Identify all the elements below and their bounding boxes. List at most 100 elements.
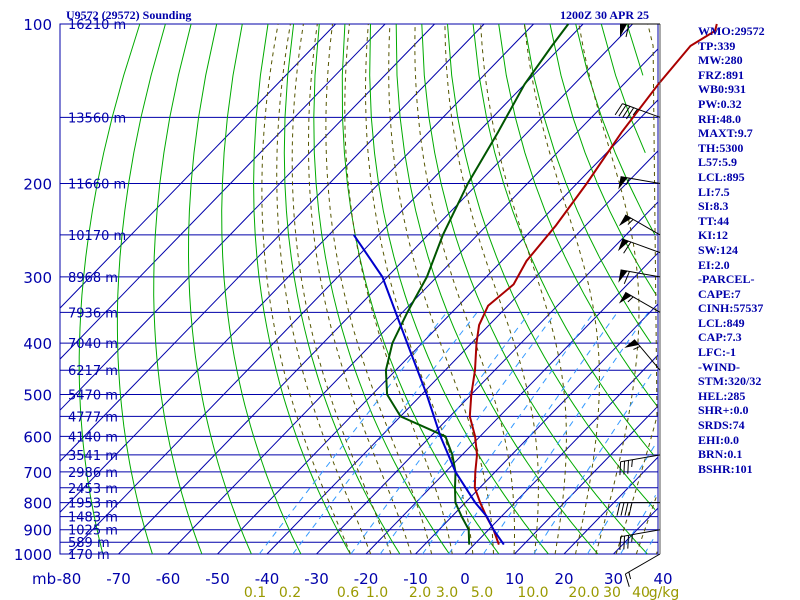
temperature-tick-label: -50 <box>205 570 230 588</box>
moist-adiabat <box>635 493 658 555</box>
isotherm-line <box>514 405 659 555</box>
height-label: 3541 m <box>68 449 118 464</box>
moist-adiabat <box>414 23 515 555</box>
pressure-label: 600 <box>23 428 52 446</box>
moist-adiabat <box>388 23 494 555</box>
mixing-ratio-label: 5.0 <box>471 585 493 600</box>
barb-half-flag <box>628 571 632 580</box>
index-item: LFC:-1 <box>698 345 736 360</box>
wind-barb <box>614 103 661 120</box>
barb-shaft <box>625 553 661 575</box>
mixing-ratio-line <box>620 495 657 555</box>
isotherm-line <box>59 23 485 462</box>
barb-shaft <box>622 103 661 118</box>
barb-half-flag <box>625 177 630 185</box>
height-label: 1483 m <box>68 511 118 526</box>
sounding-time: 1200Z 30 APR 25 <box>560 8 650 22</box>
mixing-ratio-label: 0.6 <box>337 585 359 600</box>
temperature-line <box>468 23 718 545</box>
isobar-grid <box>59 23 659 555</box>
index-item: LCL:849 <box>698 315 745 330</box>
dry-adiabat <box>253 23 351 555</box>
moist-adiabat <box>655 551 658 555</box>
barb-flag <box>618 104 627 117</box>
isotherm-line <box>59 23 534 513</box>
pressure-label: 900 <box>23 522 52 540</box>
index-item: PW:0.32 <box>698 96 742 111</box>
index-item: SW:124 <box>698 242 739 257</box>
index-item: CAPE:7 <box>698 286 741 301</box>
mixing-ratio-label: 30 <box>603 585 621 600</box>
index-item: TT:44 <box>698 213 730 228</box>
isotherm-grid <box>59 23 659 555</box>
height-label: 10170 m <box>68 229 126 244</box>
height-label: 170 m <box>68 548 110 563</box>
wind-barb <box>624 339 661 371</box>
index-item: CAP:7.3 <box>698 330 742 345</box>
plot-frame <box>59 23 659 555</box>
wind-barb <box>617 238 661 254</box>
dry-adiabat <box>549 23 657 296</box>
dry-adiabat <box>116 23 166 555</box>
height-label: 4777 m <box>68 410 118 425</box>
index-item: -WIND- <box>698 359 740 374</box>
wind-barb <box>618 176 661 190</box>
dry-adiabat <box>421 23 648 555</box>
isotherm-line <box>365 252 659 555</box>
barb-flag <box>623 535 626 550</box>
isotherm-line <box>266 150 659 555</box>
index-item: L57:5.9 <box>698 155 737 170</box>
height-label: 8968 m <box>68 271 118 286</box>
height-label: 1953 m <box>68 497 118 512</box>
barb-half-flag <box>632 108 638 116</box>
isotherm-line <box>68 23 584 555</box>
parcel-line <box>352 234 505 546</box>
isotherm-line <box>118 23 633 555</box>
height-label: 6217 m <box>68 364 118 379</box>
barb-flag <box>624 573 630 587</box>
dry-adiabat <box>313 23 450 555</box>
index-item: BRN:0.1 <box>698 447 743 462</box>
dewpoint-line <box>384 23 570 545</box>
moist-adiabat <box>444 23 539 555</box>
isotherm-line <box>464 354 659 555</box>
temperature-tick-label: 0 <box>460 570 470 588</box>
temperature-tick-label: 20 <box>554 570 573 588</box>
barb-flag <box>619 536 622 551</box>
index-item: -PARCEL- <box>698 272 755 287</box>
temperature-tick-label: -10 <box>403 570 428 588</box>
temperature-tick-label: -60 <box>156 570 181 588</box>
pressure-unit-label: mb <box>32 570 56 588</box>
barb-flag <box>619 461 622 476</box>
temperature-tick-label: 10 <box>505 570 524 588</box>
pressure-label: 300 <box>23 269 52 287</box>
barb-flag <box>626 107 635 120</box>
dry-adiabat <box>221 23 302 555</box>
index-item: CINH:57537 <box>698 301 764 316</box>
dry-adiabat <box>523 23 652 344</box>
mixing-ratio-label: 20.0 <box>568 585 599 600</box>
isotherm-line <box>415 303 659 555</box>
mixing-ratio-line <box>586 445 655 555</box>
barb-flag <box>614 103 623 116</box>
barb-flag <box>616 502 621 516</box>
barb-shaft <box>625 214 661 236</box>
temperature-tick-label: 40 <box>653 570 672 588</box>
index-item: WB0:931 <box>698 82 746 97</box>
isotherm-line <box>563 456 659 555</box>
sounding-indices: WMO:29572 TP:339 MW:280 FRZ:891 WB0:931 PW:0.… <box>698 24 765 476</box>
temperature-tick-label: -40 <box>255 570 280 588</box>
index-item: KI:12 <box>698 228 728 243</box>
barb-flag <box>623 461 626 475</box>
barb-shaft <box>620 269 661 278</box>
mixing-ratio-line <box>350 312 530 555</box>
dry-adiabat <box>498 23 658 407</box>
mixing-ratio-label: 40 <box>632 585 650 600</box>
dry-adiabat <box>575 23 656 236</box>
height-label: 1025 m <box>68 524 118 539</box>
moist-adiabat <box>578 23 640 555</box>
pressure-label: 400 <box>23 335 52 353</box>
height-label: 16210 m <box>68 18 126 33</box>
barb-half-flag <box>631 534 633 542</box>
